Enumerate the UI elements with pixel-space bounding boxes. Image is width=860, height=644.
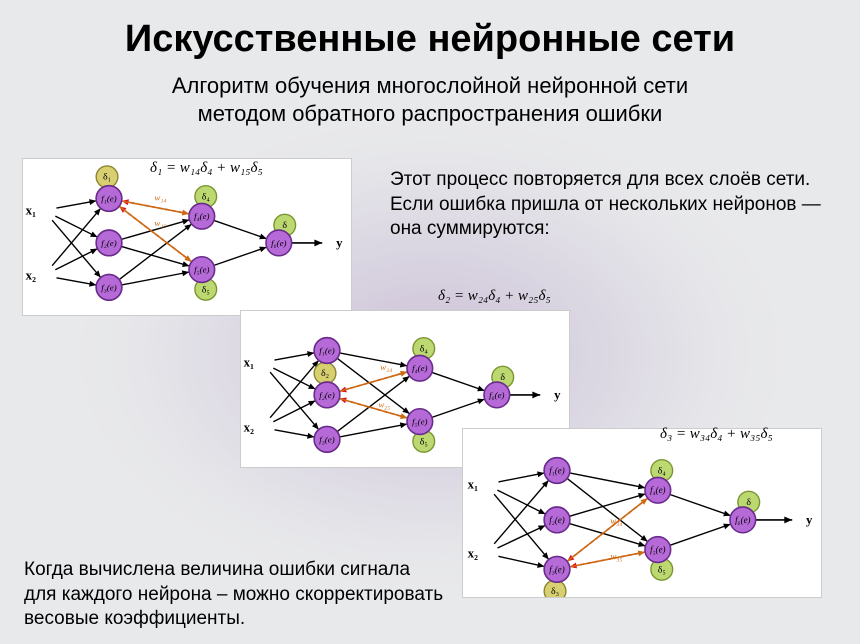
svg-text:f₃(e): f₃(e) <box>101 282 116 292</box>
svg-text:f₆(e): f₆(e) <box>735 515 750 525</box>
svg-text:f₄(e): f₄(e) <box>412 363 427 373</box>
svg-text:x₁: x₁ <box>468 477 478 491</box>
svg-text:f₃(e): f₃(e) <box>319 434 334 444</box>
svg-text:f₁(e): f₁(e) <box>549 465 564 475</box>
svg-text:δ₅: δ₅ <box>420 436 428 447</box>
svg-text:w₁₅: w₁₅ <box>154 218 166 228</box>
svg-text:w₁₄: w₁₄ <box>154 192 166 202</box>
svg-text:f₅(e): f₅(e) <box>412 417 427 427</box>
svg-text:x₁: x₁ <box>26 203 36 217</box>
svg-text:δ₄: δ₄ <box>420 343 429 354</box>
svg-text:x₂: x₂ <box>26 268 36 282</box>
svg-text:f₅(e): f₅(e) <box>194 265 209 275</box>
page-title: Искусственные нейронные сети <box>0 18 860 61</box>
svg-text:w₂₅: w₂₅ <box>378 400 390 410</box>
svg-text:f₁(e): f₁(e) <box>319 345 334 355</box>
formula-2: δ₂ = w₂₄δ₄ + w₂₅δ₅ <box>438 288 551 305</box>
page-subtitle: Алгоритм обучения многослойной нейронной… <box>0 72 860 127</box>
svg-text:f₂(e): f₂(e) <box>549 515 564 525</box>
svg-text:f₁(e): f₁(e) <box>101 193 116 203</box>
svg-text:δ: δ <box>282 220 287 231</box>
svg-text:δ₅: δ₅ <box>658 564 666 575</box>
svg-text:f₃(e): f₃(e) <box>549 564 564 574</box>
network-diagram-3: w₃₄w₃₅x₁x₂yδ₃δ₄δ₅δf₁(e)f₂(e)f₃(e)f₁(e)f₂… <box>462 428 822 598</box>
svg-text:δ₃: δ₃ <box>551 586 559 597</box>
svg-text:δ₄: δ₄ <box>658 465 667 476</box>
svg-text:δ: δ <box>746 497 751 508</box>
svg-text:δ₅: δ₅ <box>202 284 210 295</box>
svg-text:x₁: x₁ <box>244 355 254 369</box>
paragraph-1: Этот процесс повторяется для всех слоёв … <box>390 168 830 242</box>
formula-3: δ₃ = w₃₄δ₄ + w₃₅δ₅ <box>660 426 773 443</box>
svg-text:y: y <box>554 388 561 402</box>
svg-text:f₄(e): f₄(e) <box>194 211 209 221</box>
svg-text:δ₁: δ₁ <box>103 172 111 183</box>
svg-text:f₆(e): f₆(e) <box>489 390 504 400</box>
svg-text:y: y <box>336 236 343 250</box>
svg-text:w₂₄: w₂₄ <box>380 362 392 372</box>
svg-text:f₂(e): f₂(e) <box>319 390 334 400</box>
svg-text:δ: δ <box>500 372 505 383</box>
svg-text:f₂(e): f₂(e) <box>101 238 116 248</box>
formula-1: δ₁ = w₁₄δ₄ + w₁₅δ₅ <box>150 160 263 177</box>
network-diagram-1: w₁₄w₁₅x₁x₂yδ₁δ₄δ₅δf₁(e)f₂(e)f₃(e)f₁(e)f₂… <box>22 158 352 316</box>
svg-text:δ₄: δ₄ <box>202 191 211 202</box>
svg-text:w₃₅: w₃₅ <box>610 551 622 561</box>
svg-text:f₅(e): f₅(e) <box>650 545 665 555</box>
svg-text:f₆(e): f₆(e) <box>271 238 286 248</box>
svg-text:w₃₄: w₃₄ <box>610 516 622 526</box>
svg-text:x₂: x₂ <box>244 420 254 434</box>
svg-text:f₄(e): f₄(e) <box>650 485 665 495</box>
svg-text:y: y <box>806 513 813 527</box>
subtitle-line-1: Алгоритм обучения многослойной нейронной… <box>172 73 688 98</box>
subtitle-line-2: методом обратного распространения ошибки <box>198 101 663 126</box>
svg-text:δ₂: δ₂ <box>321 368 329 379</box>
svg-text:x₂: x₂ <box>468 546 478 560</box>
paragraph-2: Когда вычислена величина ошибки сигнала … <box>24 558 444 632</box>
